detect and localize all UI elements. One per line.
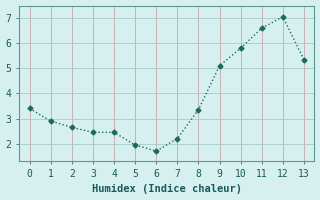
X-axis label: Humidex (Indice chaleur): Humidex (Indice chaleur)	[92, 184, 242, 194]
